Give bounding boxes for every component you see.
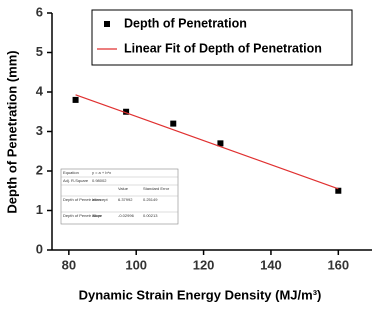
y-tick-label: 6: [36, 4, 43, 19]
table-cell: 0.98002: [92, 178, 107, 183]
data-point: [123, 108, 130, 115]
x-tick-label: 80: [62, 257, 76, 272]
fit-line: [75, 94, 339, 190]
table-cell: 6.37992: [118, 197, 133, 202]
y-tick-label: 0: [36, 241, 43, 256]
x-tick-label: 160: [327, 257, 349, 272]
fit-table: [60, 168, 179, 225]
x-axis-label: Dynamic Strain Energy Density (MJ/m³): [79, 287, 322, 302]
x-tick-label: 140: [260, 257, 282, 272]
legend-label: Linear Fit of Depth of Penetration: [124, 41, 322, 55]
y-tick-label: 5: [36, 44, 43, 59]
data-point: [335, 187, 342, 194]
y-tick-label: 1: [36, 202, 43, 217]
x-tick-label: 100: [125, 257, 147, 272]
table-cell: y = a + b*x: [92, 170, 111, 175]
legend-label: Depth of Penetration: [124, 16, 247, 30]
table-cell: -0.02996: [118, 213, 135, 218]
table-cell: Slope: [92, 213, 103, 218]
legend-box: [91, 9, 353, 66]
y-tick-label: 2: [36, 162, 43, 177]
table-cell: Depth of Penetr ation: [63, 197, 101, 202]
data-point: [217, 140, 224, 147]
table-cell: Intercept: [92, 197, 108, 202]
table-cell: Equation: [63, 170, 79, 175]
data-point: [170, 120, 177, 127]
x-tick-label: 120: [193, 257, 215, 272]
table-cell: Depth of Penetr ation: [63, 213, 101, 218]
table-cell: Value: [118, 186, 129, 191]
y-axis-label: Depth of Penetration (mm): [4, 50, 19, 213]
table-cell: 0.00213: [143, 213, 158, 218]
y-tick-label: 4: [36, 83, 44, 98]
table-cell: 0.25149: [143, 197, 158, 202]
table-cell: Standard Error: [143, 186, 170, 191]
data-point: [72, 96, 79, 103]
y-tick-label: 3: [36, 123, 43, 138]
legend-marker: [104, 21, 110, 27]
table-cell: Adj. R-Square: [63, 178, 89, 183]
